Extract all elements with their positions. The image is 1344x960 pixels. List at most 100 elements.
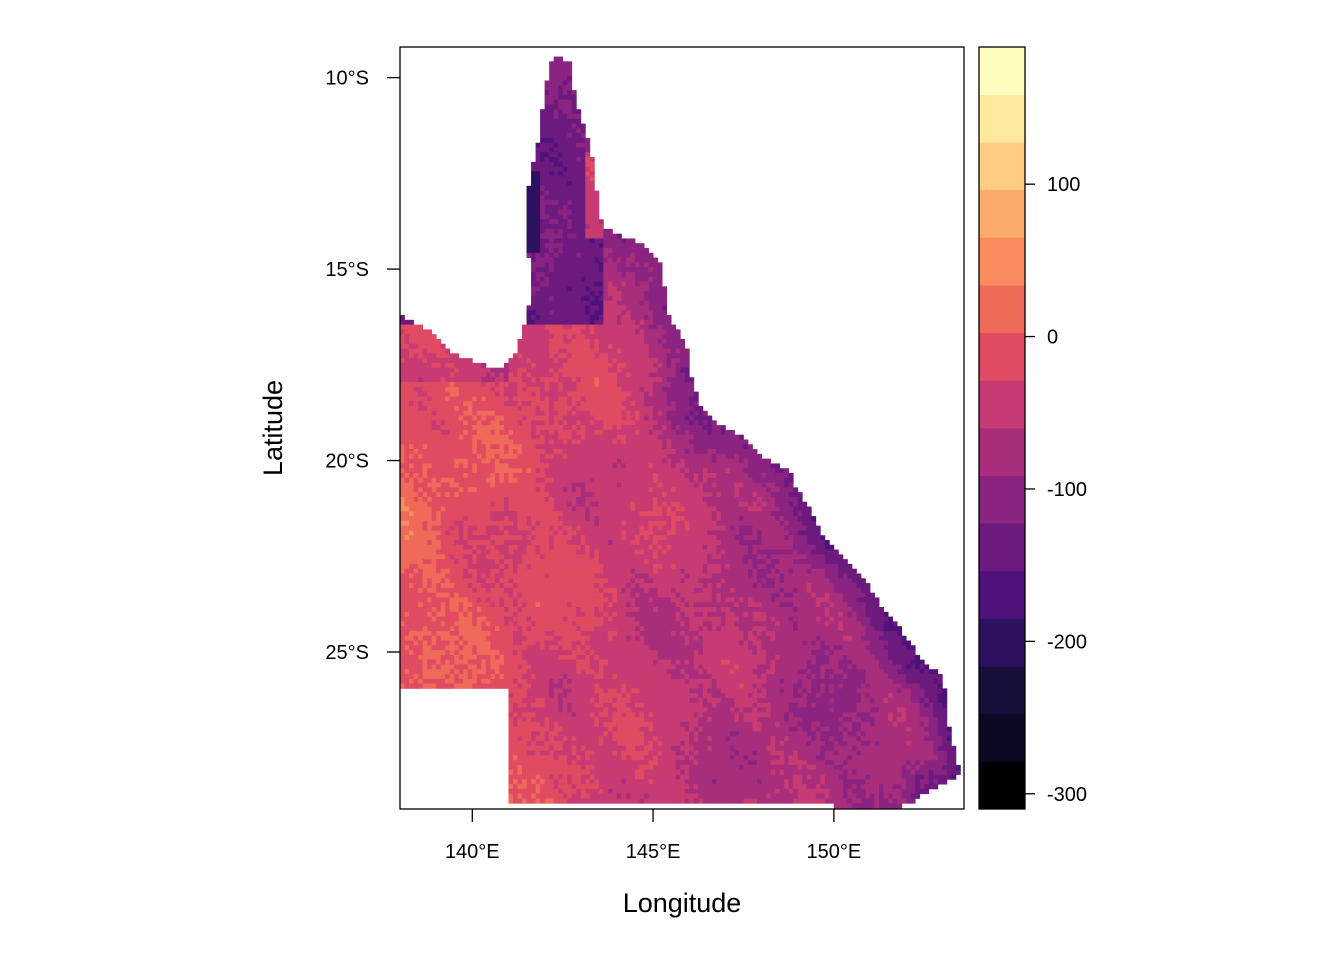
raster-cell [431, 554, 437, 560]
raster-cell [616, 664, 622, 670]
raster-cell [589, 396, 595, 402]
raster-cell [472, 563, 478, 570]
raster-cell [558, 166, 564, 172]
raster-cell [499, 386, 505, 393]
raster-cell [535, 626, 541, 632]
raster-cell [531, 530, 536, 536]
raster-cell [404, 678, 410, 684]
raster-cell [598, 439, 604, 445]
raster-cell [531, 386, 536, 393]
raster-cell [526, 721, 532, 728]
raster-cell [576, 592, 582, 598]
raster-cell [553, 439, 559, 445]
raster-cell [404, 554, 410, 560]
raster-cell [490, 626, 496, 632]
raster-cell [598, 233, 604, 239]
raster-cell [603, 563, 609, 570]
raster-cell [576, 721, 582, 728]
raster-cell [512, 688, 518, 694]
raster-cell [576, 549, 582, 555]
raster-cell [558, 540, 564, 546]
raster-cell [607, 248, 613, 254]
raster-cell [598, 611, 604, 617]
raster-cell [594, 520, 600, 527]
raster-cell [413, 650, 419, 656]
raster-cell [594, 530, 600, 536]
raster-cell [463, 477, 469, 483]
raster-cell [612, 396, 618, 402]
raster-cell [508, 721, 514, 728]
raster-cell [544, 410, 550, 416]
raster-cell [476, 463, 482, 469]
raster-cell [585, 281, 591, 287]
raster-cell [549, 276, 555, 282]
raster-cell [490, 530, 496, 536]
raster-cell [535, 592, 541, 598]
raster-cell [562, 348, 568, 354]
raster-cell [445, 492, 451, 498]
raster-cell [562, 362, 568, 369]
raster-cell [404, 611, 410, 617]
raster-cell [449, 530, 455, 536]
raster-cell [445, 382, 451, 388]
raster-cell [508, 640, 514, 646]
raster-cell [616, 640, 622, 646]
raster-cell [463, 654, 469, 661]
raster-cell [409, 549, 414, 555]
raster-cell [463, 382, 469, 388]
raster-cell [512, 607, 518, 613]
raster-cell [585, 248, 591, 254]
raster-cell [544, 549, 550, 555]
raster-cell [598, 650, 604, 656]
raster-cell [422, 334, 428, 340]
raster-cell [576, 315, 582, 321]
raster-cell [553, 405, 559, 412]
raster-cell [535, 559, 541, 565]
raster-cell [522, 774, 527, 780]
raster-cell [436, 401, 442, 407]
raster-cell [476, 578, 482, 584]
raster-cell [526, 688, 532, 694]
raster-cell [576, 310, 582, 316]
raster-cell [567, 506, 573, 512]
raster-cell [576, 449, 582, 455]
raster-cell [445, 472, 451, 479]
raster-cell [567, 85, 573, 91]
raster-cell [585, 468, 591, 474]
raster-cell [494, 587, 500, 594]
raster-cell [553, 784, 559, 790]
raster-cell [485, 468, 491, 474]
raster-cell [418, 583, 423, 589]
raster-cell [531, 645, 536, 651]
raster-cell [558, 300, 564, 306]
raster-cell [549, 114, 555, 120]
raster-cell [499, 544, 505, 550]
raster-cell [531, 702, 536, 708]
raster-cell [580, 760, 586, 766]
raster-cell [499, 597, 505, 603]
raster-cell [418, 453, 423, 460]
raster-cell [463, 453, 469, 460]
raster-cell [558, 348, 564, 354]
raster-cell [616, 501, 622, 507]
raster-cell [476, 396, 482, 402]
raster-cell [535, 267, 541, 273]
raster-cell [544, 281, 550, 287]
raster-cell [526, 219, 532, 225]
raster-cell [413, 592, 419, 598]
raster-cell [508, 650, 514, 656]
raster-cell [440, 477, 446, 483]
raster-cell [580, 338, 586, 345]
raster-cell [612, 458, 618, 464]
raster-cell [418, 358, 423, 364]
raster-cell [458, 420, 464, 426]
raster-cell [422, 611, 428, 617]
raster-cell [454, 611, 460, 617]
raster-cell [531, 616, 536, 622]
raster-cell [553, 142, 559, 148]
raster-cell [535, 760, 541, 766]
raster-cell [431, 501, 437, 507]
raster-cell [589, 300, 595, 306]
raster-cell [467, 382, 473, 388]
raster-cell [472, 449, 478, 455]
